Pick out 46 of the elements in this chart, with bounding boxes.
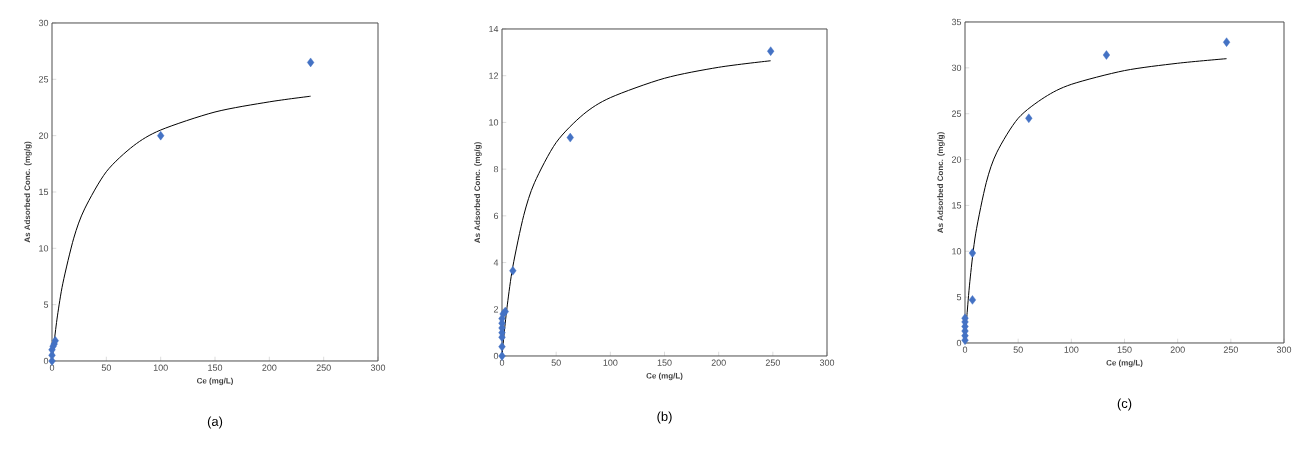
x-tick-label: 100 [1064, 346, 1079, 353]
x-tick-label: 150 [1117, 346, 1132, 353]
x-tick-label: 0 [962, 346, 968, 353]
y-tick-label: 8 [493, 165, 499, 173]
x-tick-label: 250 [316, 364, 331, 371]
x-tick-label: 150 [208, 364, 223, 371]
x-tick-label: 200 [711, 359, 726, 366]
y-tick-label: 0 [493, 352, 499, 360]
y-tick-label: 20 [38, 132, 49, 139]
x-tick-label: 250 [1223, 346, 1238, 353]
x-tick-label: 200 [262, 364, 277, 371]
x-tick-label: 300 [1276, 346, 1292, 353]
y-tick-label: 30 [951, 64, 962, 72]
x-tick-label: 300 [819, 359, 835, 366]
x-tick-label: 50 [551, 359, 561, 366]
text: (c) [1117, 398, 1132, 411]
x-tick-label: 150 [657, 359, 672, 366]
y-tick-label: 12 [489, 72, 499, 79]
x-tick-label: 50 [101, 364, 111, 371]
x-tick-label: 300 [370, 364, 386, 371]
x-tick-label: 200 [1170, 346, 1185, 353]
y-tick-label: 25 [951, 110, 962, 117]
x-tick-label: 0 [499, 359, 505, 366]
x-tick-label: 100 [153, 364, 168, 371]
text: (a) [207, 416, 223, 429]
y-tick-label: 6 [493, 212, 499, 220]
y-tick-label: 0 [956, 339, 962, 347]
y-tick-label: 10 [952, 248, 962, 255]
x-tick-label: 100 [603, 359, 618, 366]
x-tick-label: 50 [1013, 346, 1023, 353]
y-tick-label: 10 [489, 119, 499, 126]
y-tick-label: 14 [489, 25, 499, 33]
y-tick-label: 5 [43, 301, 49, 308]
y-tick-label: 10 [39, 245, 49, 252]
y-tick-label: 35 [951, 18, 962, 26]
y-tick-label: 30 [38, 19, 49, 27]
y-tick-label: 15 [952, 202, 962, 209]
y-tick-label: 25 [38, 76, 49, 83]
y-tick-label: 4 [493, 259, 499, 266]
y-tick-label: 15 [39, 188, 49, 196]
x-tick-label: 0 [49, 364, 55, 371]
y-tick-label: 20 [951, 156, 962, 163]
y-tick-label: 5 [956, 294, 962, 301]
x-tick-label: 250 [765, 359, 780, 366]
text: (b) [657, 411, 672, 424]
y-tick-label: 2 [493, 306, 499, 313]
